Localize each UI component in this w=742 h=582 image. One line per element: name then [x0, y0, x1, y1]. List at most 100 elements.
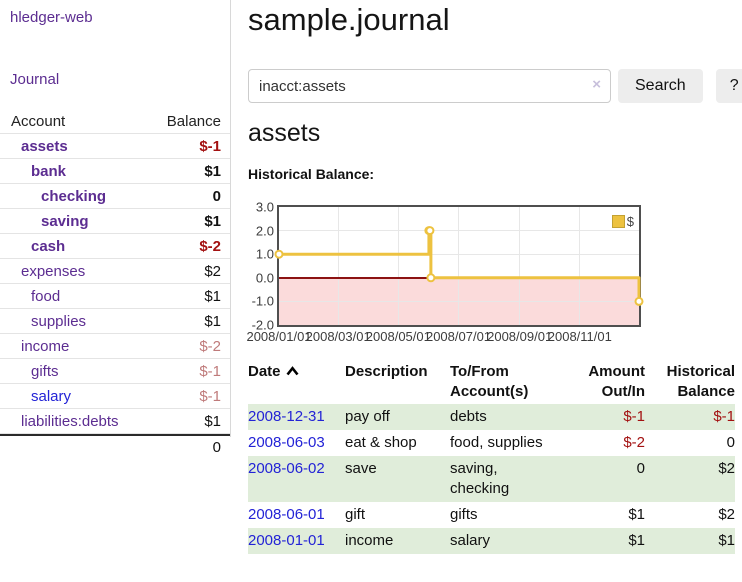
y-tick-label: -2.0	[251, 317, 274, 333]
account-balance: $-1	[199, 137, 221, 155]
account-balance: $-2	[199, 337, 221, 355]
sidebar-total-row: 0	[0, 434, 230, 458]
date-header-label: Date	[248, 363, 281, 380]
data-point-marker	[634, 296, 644, 306]
search-input-wrap: ×	[248, 69, 611, 103]
gridline	[279, 230, 639, 232]
account-balance: 0	[212, 187, 221, 205]
account-balance: $1	[204, 412, 221, 430]
register-header-amount: Amount Out/In	[588, 363, 645, 400]
sidebar-account-salary[interactable]: salary	[31, 387, 72, 405]
register-description-cell: income	[345, 532, 394, 549]
register-date-link[interactable]: 2008-01-01	[248, 532, 325, 549]
register-row: 2008-12-31 pay off debts $-1 $-1	[248, 404, 735, 430]
gridline	[579, 207, 581, 325]
x-tick-label: 2008/09/01	[487, 329, 553, 344]
account-row: liabilities:debts $1	[0, 409, 230, 434]
sidebar-account-food[interactable]: food	[31, 287, 61, 305]
historical-balance-chart: 3.0 2.0 1.0 0.0 -1.0 -2.0 $ 2008/01/01 2008/03…	[246, 200, 736, 350]
register-balance-cell: 0	[726, 434, 735, 451]
balance-column-header: Balance	[166, 112, 221, 130]
sidebar-account-saving[interactable]: saving	[41, 212, 89, 230]
nav-journal-link[interactable]: Journal	[10, 71, 60, 88]
register-accounts-cell: food, supplies	[450, 434, 543, 451]
account-balance: $-2	[199, 237, 221, 255]
gridline	[519, 207, 521, 325]
y-tick-label: 2.0	[255, 223, 274, 239]
balance-line-series	[274, 226, 644, 306]
register-description-cell: save	[345, 460, 377, 477]
app-brand-link[interactable]: hledger-web	[10, 9, 93, 26]
account-balance: $-1	[199, 387, 221, 405]
sort-ascending-icon	[285, 362, 299, 382]
x-axis-labels: 2008/01/01 2008/03/01 2008/05/01 2008/07/01…	[246, 329, 641, 347]
gridline	[458, 207, 459, 325]
chart-plot-area: $	[274, 205, 644, 327]
account-balance-table: Account Balance assets $-1 bank $1 checking 0…	[0, 109, 230, 458]
register-accounts-cell: salary	[450, 532, 491, 549]
search-input[interactable]	[248, 69, 611, 103]
help-button[interactable]: ?	[715, 69, 742, 103]
register-description-cell: pay off	[345, 408, 390, 425]
y-tick-label: 3.0	[255, 199, 274, 215]
register-accounts-cell: debts	[450, 408, 487, 425]
register-amount-cell: $1	[628, 532, 645, 549]
page-title: sample.journal	[248, 2, 450, 37]
register-date-link[interactable]: 2008-06-01	[248, 506, 325, 523]
sidebar-total-value: 0	[212, 438, 221, 456]
sidebar-account-bank[interactable]: bank	[31, 162, 67, 180]
sidebar-account-income[interactable]: income	[21, 337, 70, 355]
data-point-marker	[274, 249, 284, 259]
register-row: 2008-06-02 save saving, checking 0 $2	[248, 456, 735, 502]
register-date-cell: 2008-06-01	[248, 502, 345, 528]
sidebar-account-liabilities-debts[interactable]: liabilities:debts	[21, 412, 119, 430]
register-row: 2008-06-03 eat & shop food, supplies $-2 0	[248, 430, 735, 456]
register-header-accounts: To/From Account(s)	[450, 363, 529, 400]
sidebar-account-supplies[interactable]: supplies	[31, 312, 87, 330]
register-amount-cell: $-1	[623, 408, 645, 425]
y-tick-label: -1.0	[251, 293, 274, 309]
legend-label: $	[626, 214, 634, 229]
sidebar-account-assets[interactable]: assets	[21, 137, 68, 155]
legend-swatch-icon	[611, 215, 625, 228]
search-button[interactable]: Search	[618, 69, 703, 103]
sidebar: hledger-web Journal Account Balance asse…	[0, 0, 231, 456]
data-point-marker	[426, 273, 436, 283]
account-balance: $1	[204, 312, 221, 330]
register-row: 2008-06-01 gift gifts $1 $2	[248, 502, 735, 528]
register-date-link[interactable]: 2008-12-31	[248, 408, 325, 425]
clear-search-icon[interactable]: ×	[592, 76, 601, 93]
register-amount-cell: 0	[636, 460, 645, 477]
gridline	[279, 253, 639, 255]
x-tick-label: 2008/07/01	[425, 329, 492, 344]
x-tick-label: 2008/05/01	[365, 329, 431, 344]
account-row: gifts $-1	[0, 359, 230, 384]
gridline	[279, 300, 639, 302]
register-header-row: Date Description To/From Account(s) Amou…	[248, 360, 735, 404]
sidebar-account-checking[interactable]: checking	[41, 187, 107, 205]
account-row: assets $-1	[0, 134, 230, 159]
account-row: supplies $1	[0, 309, 230, 334]
account-balance: $1	[204, 212, 221, 230]
account-row: bank $1	[0, 159, 230, 184]
register-description-cell: gift	[345, 506, 366, 523]
main-content: sample.journal × Search ? assets Histori…	[246, 0, 742, 582]
gridline	[397, 207, 399, 325]
sidebar-account-expenses[interactable]: expenses	[21, 262, 86, 280]
register-date-cell: 2008-06-03	[248, 430, 345, 456]
account-row: food $1	[0, 284, 230, 309]
register-description-cell: eat & shop	[345, 434, 417, 451]
register-date-link[interactable]: 2008-06-03	[248, 434, 325, 451]
sidebar-account-gifts[interactable]: gifts	[31, 362, 59, 380]
sidebar-account-cash[interactable]: cash	[31, 237, 66, 255]
account-row: checking 0	[0, 184, 230, 209]
y-axis-labels: 3.0 2.0 1.0 0.0 -1.0 -2.0	[248, 200, 274, 333]
register-header-description: Description	[345, 363, 428, 380]
register-header-date[interactable]: Date	[248, 360, 345, 404]
register-date-link[interactable]: 2008-06-02	[248, 460, 325, 477]
account-balance: $1	[204, 162, 221, 180]
register-accounts-cell: saving, checking	[450, 460, 510, 497]
x-tick-label: 2008/11/01	[547, 329, 612, 344]
account-row: cash $-2	[0, 234, 230, 259]
chart-title: Historical Balance:	[248, 166, 375, 182]
